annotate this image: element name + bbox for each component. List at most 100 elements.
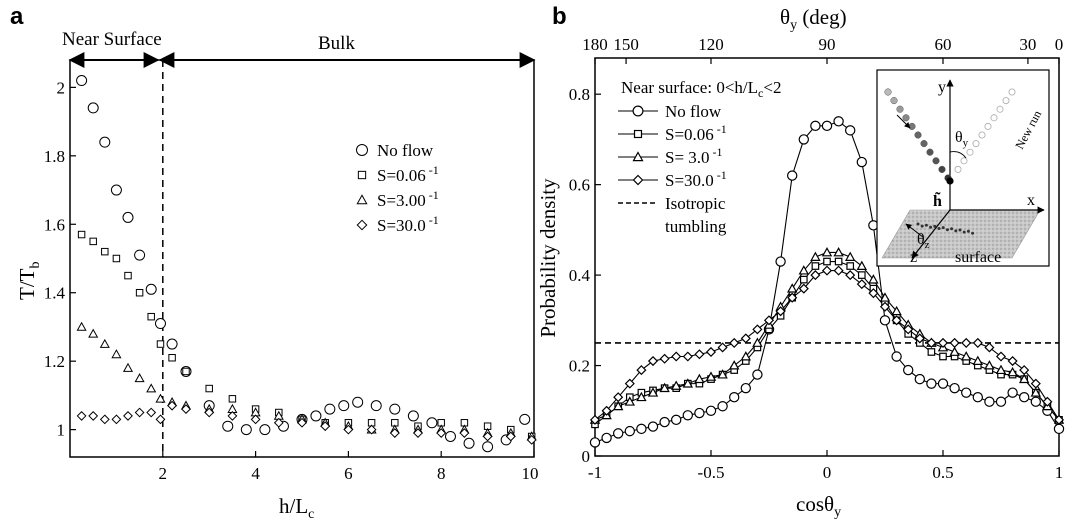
panel-b-point-s0 [671, 414, 682, 426]
panel-b-point-s3 [914, 333, 925, 344]
panel-b-point-s2 [670, 380, 682, 390]
panel-b-point-s0 [926, 378, 937, 389]
panel-a-point-s3 [320, 421, 331, 432]
panel-a-point-s2 [99, 338, 110, 348]
panel-a-point-s3 [505, 431, 516, 442]
new-run-dot [954, 165, 962, 173]
panel-b-point-s0 [937, 378, 949, 389]
panel-b-point-s2 [705, 371, 717, 381]
panel-a-point-s1 [89, 237, 97, 246]
panel-b-point-s3 [671, 351, 682, 362]
panel-a-plot: Near Surface Bulk 2 4 6 8 10 1 1.2 1.4 1.6 1.8 2 h… [15, 29, 539, 522]
panel-b-point-s0 [984, 396, 995, 407]
panel-a-point-s1 [135, 288, 144, 297]
panel-b-point-s3 [845, 270, 856, 281]
panel-a-point-s2 [111, 349, 122, 359]
panel-a-point-s1 [112, 254, 121, 263]
panel-b-xtick-label: -1 [588, 463, 602, 482]
panel-a-point-s3 [526, 434, 537, 445]
panel-a-point-s3 [389, 428, 400, 438]
theta-y-arc [949, 151, 967, 159]
panel-b-top-tick-label: 60 [935, 35, 952, 54]
panel-b-point-s3 [937, 337, 949, 348]
panel-a-point-s2 [88, 328, 99, 338]
panel-b-point-s0 [961, 387, 972, 398]
panel-a-legend-label: S=0.06 -1 [377, 163, 439, 185]
panel-b-point-s0 [1007, 387, 1018, 398]
new-run-dot [978, 131, 986, 139]
panel-b-point-s3 [705, 346, 717, 358]
panel-b-point-s2 [717, 369, 728, 379]
panel-a-point-s1 [156, 340, 165, 348]
new-run-dot [990, 114, 998, 122]
panel-a-point-s0 [134, 249, 146, 261]
panel-b-marks [589, 116, 1065, 448]
panel-a-point-s2 [76, 321, 87, 331]
panel-b-point-s0 [694, 407, 705, 419]
incoming-run-dot [932, 157, 940, 165]
panel-a-point-s0 [407, 410, 419, 422]
panel-b-top-tick-label: 180 [582, 35, 608, 54]
panel-b-point-s1 [927, 348, 936, 356]
panel-b-point-s3 [961, 337, 972, 348]
panel-b-top-tick-label: 150 [613, 35, 639, 54]
panel-a-point-s3 [155, 414, 166, 425]
panel-b-point-s3 [659, 353, 670, 364]
panel-b-point-s2 [647, 387, 659, 397]
panel-b-point-s0 [729, 392, 740, 403]
panel-b-point-s0 [798, 134, 810, 145]
panel-b-point-s0 [810, 120, 821, 132]
panel-a-point-s1 [101, 247, 109, 256]
panel-b-point-s3 [1042, 396, 1053, 407]
panel-b-legend-iso-label: Isotropic [665, 194, 726, 213]
panel-a-point-s3 [146, 407, 157, 418]
panel-a-point-s3 [76, 411, 87, 421]
panel-b-point-s2 [879, 292, 891, 302]
panel-b-point-s3 [636, 365, 647, 376]
panel-b-point-s0 [972, 392, 984, 403]
panel-b-point-s0 [833, 116, 844, 127]
surface-run-dot [941, 226, 945, 230]
panel-b-top-tick-label: 30 [1019, 35, 1036, 54]
panel-a-ytick-label: 1.8 [44, 147, 65, 166]
panel-a-point-s0 [99, 136, 111, 148]
panel-a-point-s3 [297, 417, 307, 428]
surface-run-dot [920, 224, 924, 228]
inset-h-label: h̃ [933, 190, 942, 210]
panel-a-point-s3 [123, 411, 133, 421]
panel-b-top-tick-label: 90 [819, 35, 836, 54]
surface-run-dot [966, 229, 970, 233]
panel-a-frame [69, 59, 535, 458]
panel-b-point-s2 [752, 337, 763, 347]
panel-a-point-s3 [343, 424, 354, 435]
panel-b-point-s0 [601, 432, 612, 444]
incoming-run-dot [920, 140, 928, 148]
panel-b-point-s2 [728, 360, 740, 370]
panel-b-point-s0 [856, 156, 868, 168]
inset-y-label: y [938, 79, 946, 96]
panel-a-ylabel: T/Tb [15, 262, 43, 301]
surface-run-dot [962, 230, 966, 234]
panel-b-point-s2 [891, 305, 902, 316]
panel-a-point-s3 [227, 411, 238, 421]
panel-a-point-s0 [426, 417, 438, 429]
panel-a-point-s0 [389, 403, 401, 415]
incoming-run-dot [896, 105, 904, 113]
panel-b-point-s2 [694, 373, 705, 384]
panel-a-point-s2 [155, 393, 166, 403]
panel-b-point-s1 [846, 262, 855, 270]
panel-a-point-s3 [99, 414, 110, 425]
panel-a-point-s0 [87, 102, 99, 114]
panel-a-point-s1 [228, 395, 237, 403]
panel-b-ylabel: Probability density [536, 178, 560, 338]
panel-a-ytick-label: 2 [57, 78, 66, 97]
new-run-dot [1002, 97, 1010, 105]
panel-b-point-s0 [613, 428, 624, 439]
surface-run-dot [937, 227, 941, 230]
incoming-run-dot [926, 148, 934, 156]
panel-b-point-s2 [682, 378, 694, 388]
panel-b-point-s0 [717, 401, 728, 412]
bacterium-trajectory-dots [884, 88, 1016, 235]
